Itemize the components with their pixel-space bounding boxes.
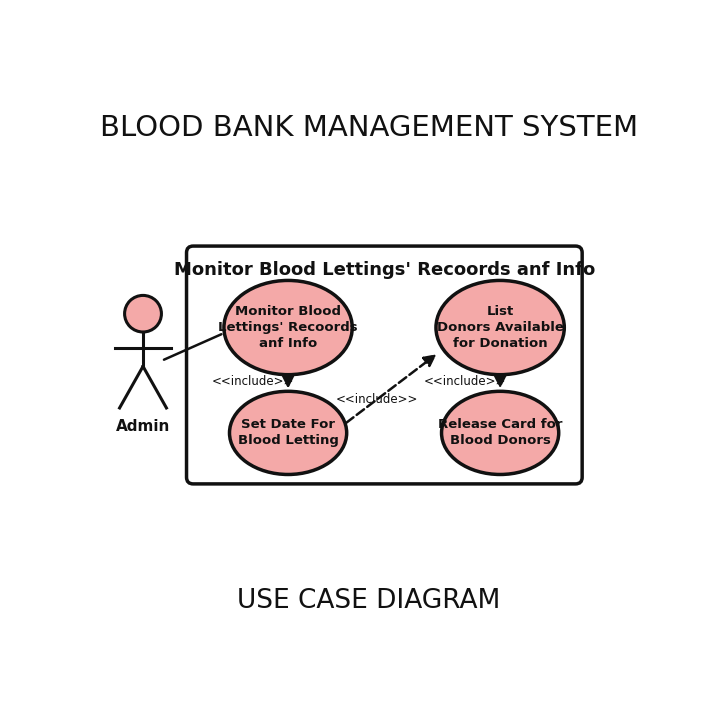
Ellipse shape [436, 280, 564, 374]
Ellipse shape [441, 391, 559, 474]
Text: Set Date For
Blood Letting: Set Date For Blood Letting [238, 418, 338, 447]
Ellipse shape [230, 391, 347, 474]
Text: USE CASE DIAGRAM: USE CASE DIAGRAM [238, 588, 500, 614]
Text: Monitor Blood Lettings' Recoords anf Info: Monitor Blood Lettings' Recoords anf Inf… [174, 261, 595, 279]
Text: BLOOD BANK MANAGEMENT SYSTEM: BLOOD BANK MANAGEMENT SYSTEM [100, 114, 638, 142]
Text: Release Card for
Blood Donors: Release Card for Blood Donors [438, 418, 562, 447]
Ellipse shape [224, 280, 352, 374]
Text: List
Donors Available
for Donation: List Donors Available for Donation [437, 305, 564, 350]
Text: <<include>>: <<include>> [336, 393, 418, 406]
Text: <<include>>: <<include>> [424, 375, 506, 388]
Text: <<include>>: <<include>> [212, 375, 294, 388]
Text: Monitor Blood
Lettings' Recoords
anf Info: Monitor Blood Lettings' Recoords anf Inf… [218, 305, 358, 350]
Text: Admin: Admin [116, 419, 170, 434]
FancyBboxPatch shape [186, 246, 582, 484]
Circle shape [125, 295, 161, 332]
